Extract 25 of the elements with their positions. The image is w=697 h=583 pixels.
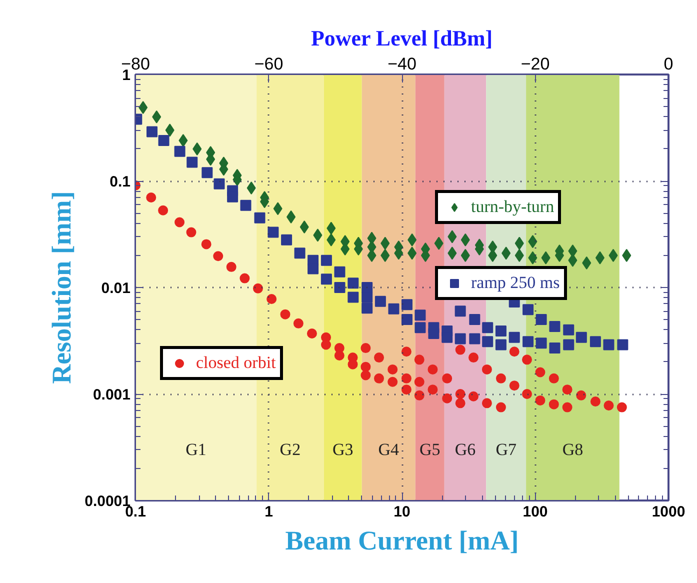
y-tick-label: 0.1: [110, 174, 131, 190]
x-axis-title: Beam Current [mA]: [285, 526, 519, 556]
band-label: G5: [419, 440, 440, 459]
band-label: G2: [280, 440, 301, 459]
legend-label: turn-by-turn: [471, 197, 554, 217]
legend-label: closed orbit: [196, 353, 276, 373]
band-label: G3: [332, 440, 354, 459]
y-axis-title: Resolution [mm]: [46, 191, 77, 384]
band-label: G7: [496, 440, 517, 459]
legend-label: ramp 250 ms: [471, 273, 560, 293]
x-tick-label: 100: [522, 504, 548, 520]
x2-axis-title: Power Level [dBm]: [310, 26, 493, 50]
x-tick-label: 10: [394, 504, 410, 520]
band-label: G4: [378, 440, 400, 459]
x2-tick-label: −40: [388, 54, 416, 74]
band-label: G6: [454, 440, 476, 459]
x-tick-label: 1: [264, 504, 273, 520]
x-tick-label: 1000: [652, 504, 686, 520]
x2-tick-label: −60: [254, 54, 284, 74]
band-label: G8: [562, 440, 584, 459]
y-tick-label: 0.001: [92, 386, 131, 404]
x2-tick-label: −20: [520, 54, 550, 74]
y-tick-label: 0.01: [101, 280, 131, 297]
x2-tick-label: 0: [664, 54, 674, 74]
band-label: G1: [186, 440, 206, 459]
